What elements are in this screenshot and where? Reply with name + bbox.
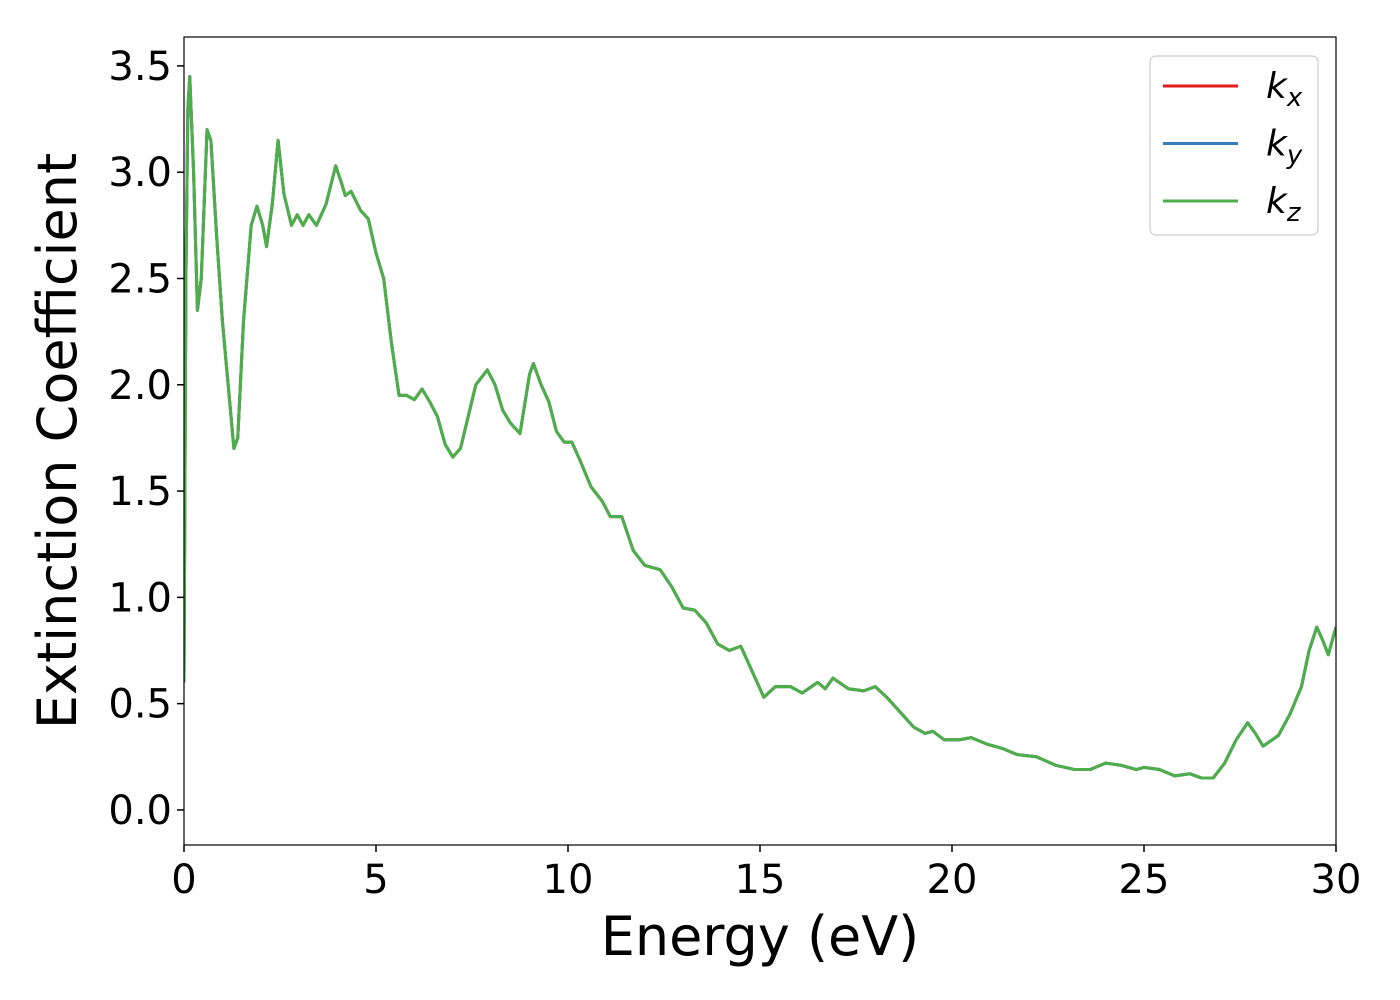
legend-label: kz xyxy=(1266,181,1302,228)
legend-label: kx xyxy=(1266,66,1303,113)
y-tick-label: 3.5 xyxy=(108,44,172,90)
plot-frame xyxy=(183,36,1337,846)
x-tick-label: 0 xyxy=(171,857,196,903)
legend-label-main: k xyxy=(1266,66,1289,107)
y-tick-label: 1.5 xyxy=(108,469,172,515)
y-tick-label: 3.0 xyxy=(108,150,172,196)
y-tick-label: 2.0 xyxy=(108,363,172,409)
legend-box xyxy=(1149,55,1319,236)
legend-label: ky xyxy=(1266,124,1303,171)
y-tick-label: 1.0 xyxy=(108,575,172,621)
y-tick-label: 0.5 xyxy=(108,682,172,728)
legend-label-sub: x xyxy=(1286,83,1303,113)
legend-label-sub: z xyxy=(1286,198,1302,228)
x-tick-label: 25 xyxy=(1119,857,1170,903)
y-tick-label: 2.5 xyxy=(108,256,172,302)
x-tick-label: 30 xyxy=(1311,857,1362,903)
x-axis-label: Energy (eV) xyxy=(601,905,920,968)
x-tick-label: 5 xyxy=(363,857,388,903)
y-tick-label: 0.0 xyxy=(108,788,172,834)
x-tick-label: 20 xyxy=(927,857,978,903)
legend-label-main: k xyxy=(1266,181,1289,222)
legend-label-sub: y xyxy=(1286,141,1303,171)
y-axis-label: Extinction Coefficient xyxy=(26,153,89,729)
legend-label-main: k xyxy=(1266,124,1289,165)
data-line xyxy=(184,75,1336,780)
x-tick-label: 10 xyxy=(543,857,594,903)
x-tick-label: 15 xyxy=(735,857,786,903)
